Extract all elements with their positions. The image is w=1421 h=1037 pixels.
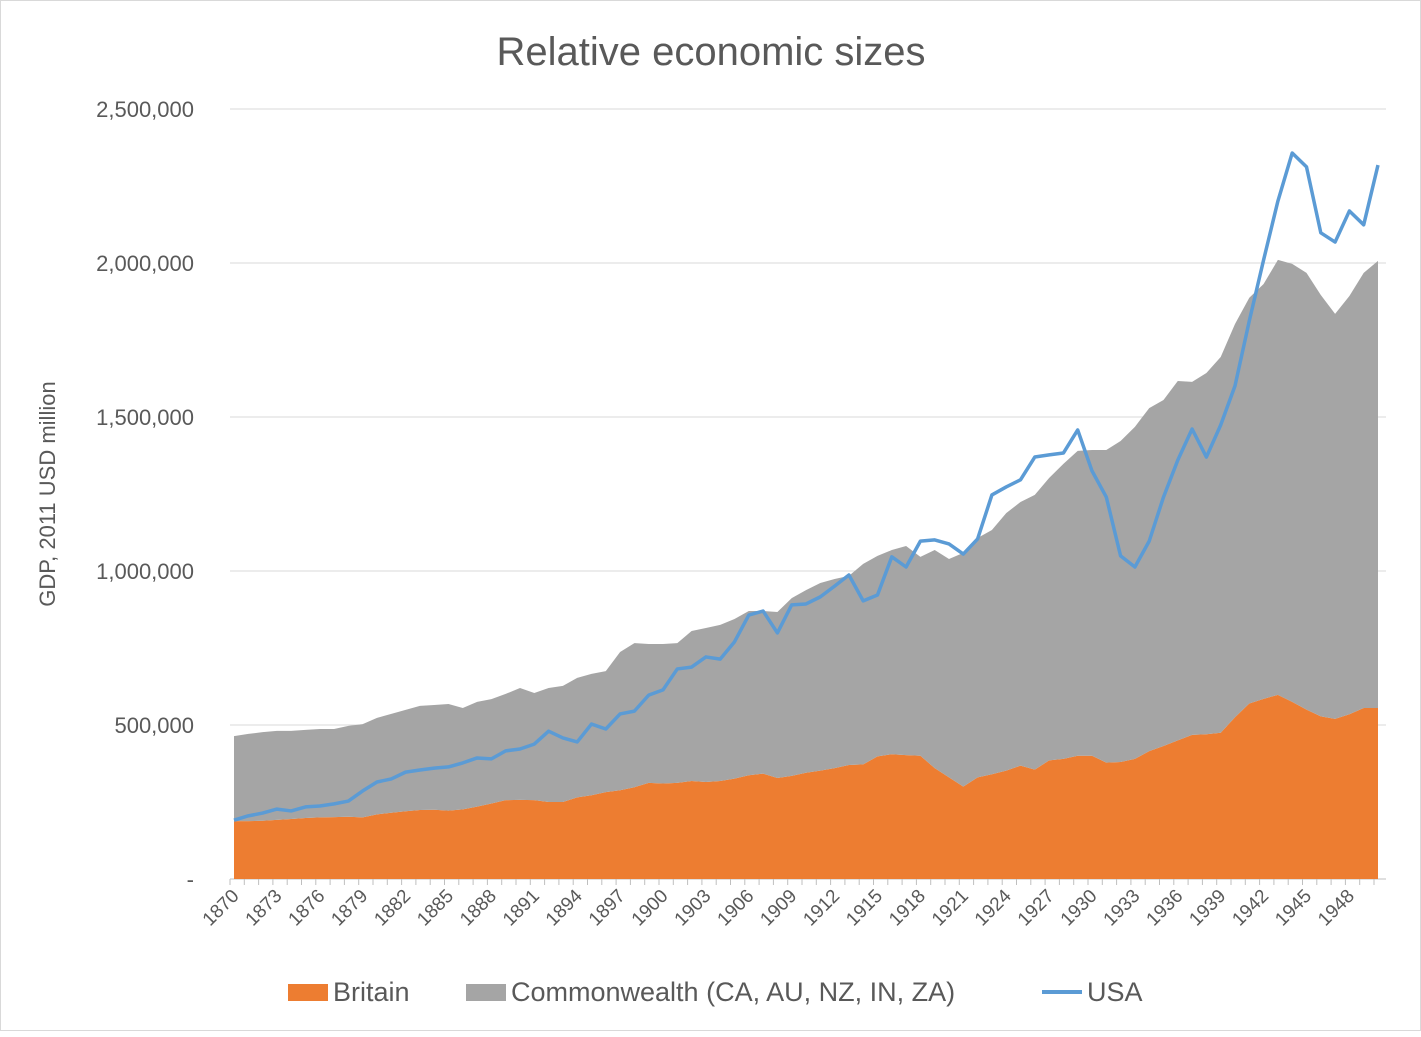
x-tick-label: 1870 <box>199 886 244 931</box>
legend-item: USA <box>1042 977 1143 1007</box>
x-tick-label: 1924 <box>971 885 1016 930</box>
y-tick-label: - <box>187 867 194 892</box>
y-tick-label: 2,500,000 <box>96 97 194 122</box>
y-axis-title: GDP, 2011 USD million <box>35 381 60 606</box>
legend-label: USA <box>1087 977 1143 1007</box>
x-tick-label: 1909 <box>756 886 801 931</box>
plot-lines <box>233 151 1380 822</box>
x-tick-label: 1894 <box>542 885 587 930</box>
legend-swatch <box>288 984 328 1001</box>
x-axis-ticks: 1870187318761879188218851888189118941897… <box>199 879 1375 931</box>
y-tick-label: 2,000,000 <box>96 251 194 276</box>
x-tick-label: 1903 <box>671 886 716 931</box>
y-tick-label: 1,000,000 <box>96 559 194 584</box>
legend-item: Britain <box>288 977 410 1007</box>
y-axis-ticks: - 500,000 1,000,000 1,500,000 2,000,000 2,500… <box>96 97 194 892</box>
x-tick-label: 1945 <box>1271 886 1316 931</box>
x-tick-label: 1915 <box>842 886 887 931</box>
y-tick-label: 500,000 <box>114 713 194 738</box>
x-tick-label: 1879 <box>327 886 372 931</box>
x-tick-label: 1900 <box>628 886 673 931</box>
x-tick-label: 1885 <box>413 886 458 931</box>
x-tick-label: 1942 <box>1228 886 1273 931</box>
x-tick-label: 1918 <box>885 886 930 931</box>
x-tick-label: 1939 <box>1185 886 1230 931</box>
x-tick-label: 1906 <box>714 886 759 931</box>
legend-item: Commonwealth (CA, AU, NZ, IN, ZA) <box>466 977 955 1007</box>
legend-label: Commonwealth (CA, AU, NZ, IN, ZA) <box>511 977 955 1007</box>
legend-swatch <box>466 984 506 1001</box>
x-tick-label: 1897 <box>585 886 630 931</box>
chart-title: Relative economic sizes <box>496 30 925 74</box>
x-tick-label: 1891 <box>499 886 544 931</box>
x-tick-label: 1888 <box>456 886 501 931</box>
x-tick-label: 1921 <box>928 886 973 931</box>
x-tick-label: 1930 <box>1057 886 1102 931</box>
x-tick-label: 1912 <box>799 886 844 931</box>
y-tick-label: 1,500,000 <box>96 405 194 430</box>
area-commonwealth <box>234 259 1378 822</box>
x-tick-label: 1933 <box>1100 886 1145 931</box>
x-tick-label: 1948 <box>1314 886 1359 931</box>
x-tick-label: 1876 <box>285 886 330 931</box>
area-britain <box>234 694 1378 879</box>
x-tick-label: 1882 <box>370 886 415 931</box>
plot-areas <box>234 259 1378 879</box>
x-tick-label: 1927 <box>1014 886 1059 931</box>
line-usa <box>233 151 1380 822</box>
legend: Britain Commonwealth (CA, AU, NZ, IN, ZA)… <box>288 977 1143 1007</box>
x-tick-label: 1873 <box>242 886 287 931</box>
x-tick-label: 1936 <box>1143 886 1188 931</box>
legend-label: Britain <box>333 977 410 1007</box>
